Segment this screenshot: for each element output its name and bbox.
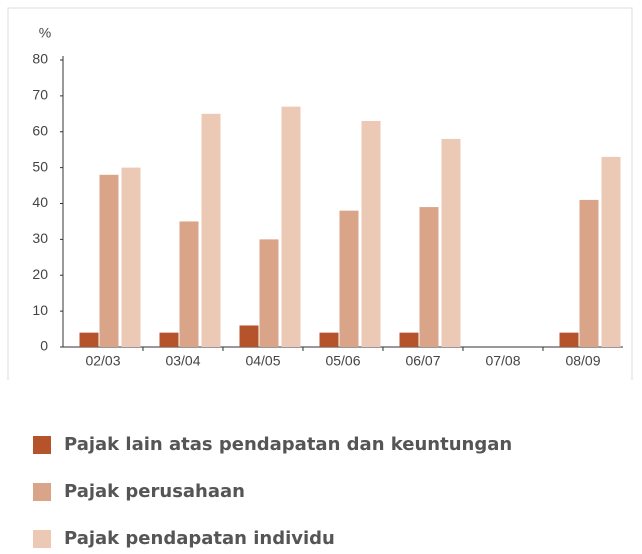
bar: [99, 174, 119, 347]
bar: [259, 239, 279, 347]
bar: [319, 332, 339, 347]
y-tick-label: 10: [32, 302, 48, 318]
x-tick-label: 04/05: [245, 353, 280, 369]
bar: [121, 167, 141, 347]
frame: [7, 7, 633, 380]
y-tick-label: 60: [32, 122, 48, 138]
x-tick-label: 03/04: [165, 353, 200, 369]
legend-swatch: [33, 530, 51, 548]
bar: [201, 113, 221, 347]
legend-swatch: [33, 483, 51, 501]
bar: [361, 120, 381, 347]
y-tick-label: 40: [32, 194, 48, 210]
y-axis-label: %: [39, 25, 51, 41]
y-tick-label: 80: [32, 51, 48, 67]
bar: [239, 325, 259, 347]
y-tick-label: 70: [32, 87, 48, 103]
y-tick-label: 0: [40, 338, 48, 354]
legend-label: Pajak lain atas pendapatan dan keuntunga…: [64, 434, 512, 455]
x-tick-label: 07/08: [485, 353, 520, 369]
legend-label: Pajak perusahaan: [64, 481, 245, 502]
legend-label: Pajak pendapatan individu: [64, 528, 335, 549]
y-tick-label: 50: [32, 158, 48, 174]
y-tick-label: 30: [32, 230, 48, 246]
bar: [601, 156, 621, 347]
bar: [441, 138, 461, 347]
y-tick-label: 20: [32, 266, 48, 282]
x-tick-label: 05/06: [325, 353, 360, 369]
bar: [281, 106, 301, 347]
bar: [399, 332, 419, 347]
bar: [159, 332, 179, 347]
x-tick-label: 08/09: [565, 353, 600, 369]
legend-swatch: [33, 436, 51, 454]
bar: [419, 207, 439, 347]
x-tick-label: 02/03: [85, 353, 120, 369]
bar: [179, 221, 199, 347]
bar: [559, 332, 579, 347]
bar: [579, 199, 599, 347]
x-tick-label: 06/07: [405, 353, 440, 369]
bar: [79, 332, 99, 347]
bar: [339, 210, 359, 347]
